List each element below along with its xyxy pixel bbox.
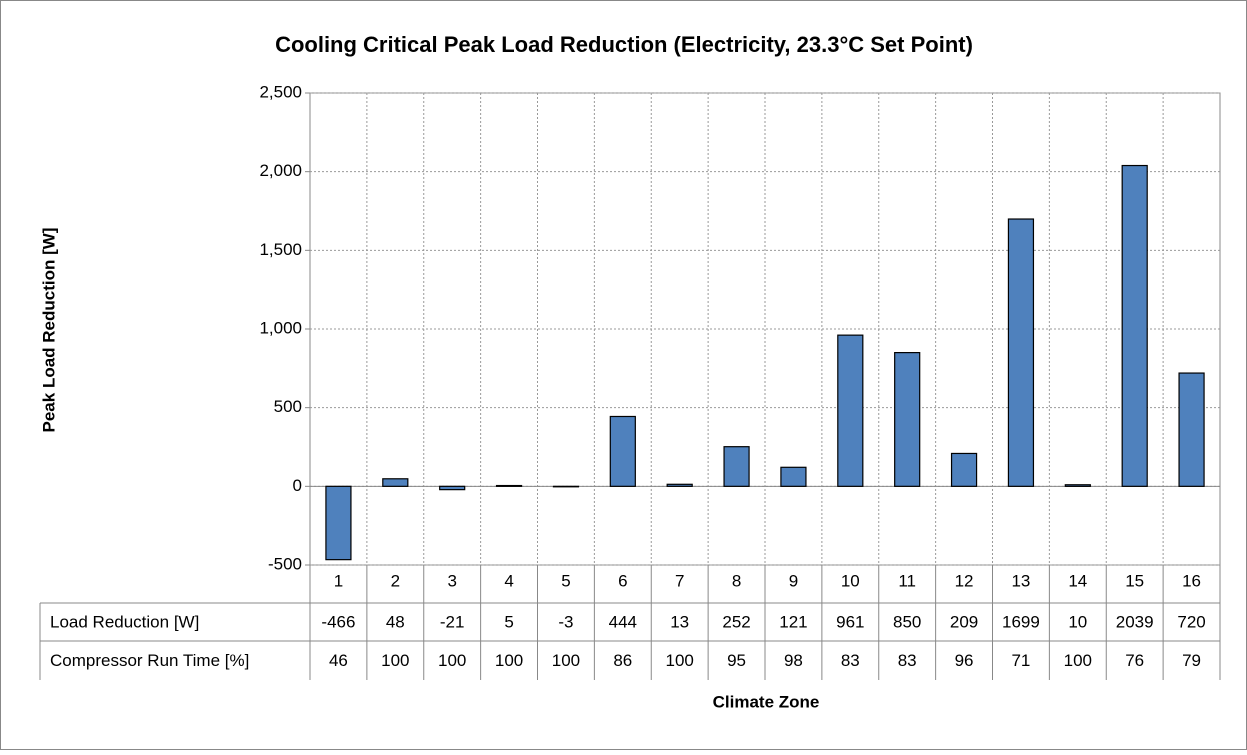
bar [838, 335, 863, 486]
x-tick-label: 3 [447, 571, 456, 590]
table-cell: 10 [1068, 612, 1087, 631]
table-row-label: Load Reduction [W] [50, 612, 199, 631]
table-cell: 252 [722, 612, 750, 631]
table-cell: 1699 [1002, 612, 1040, 631]
table-cell: 100 [495, 651, 523, 670]
table-cell: -466 [321, 612, 355, 631]
bar [667, 484, 692, 486]
x-tick-label: 5 [561, 571, 570, 590]
bar [1179, 373, 1204, 486]
table-cell: 46 [329, 651, 348, 670]
bar [610, 416, 635, 486]
table-cell: -3 [558, 612, 573, 631]
x-tick-label: 2 [391, 571, 400, 590]
bar [1065, 485, 1090, 487]
table-cell: 5 [504, 612, 513, 631]
table-cell: 86 [613, 651, 632, 670]
table-cell: 121 [779, 612, 807, 631]
bar [724, 447, 749, 487]
y-tick-label: 500 [274, 397, 302, 416]
x-tick-label: 7 [675, 571, 684, 590]
y-tick-label: 2,500 [259, 82, 302, 101]
x-tick-label: 16 [1182, 571, 1201, 590]
y-axis-label: Peak Load Reduction [W] [39, 228, 58, 433]
table-cell: 444 [609, 612, 637, 631]
table-cell: 98 [784, 651, 803, 670]
bar [440, 486, 465, 489]
x-tick-label: 15 [1125, 571, 1144, 590]
bar [326, 486, 351, 559]
bar [1122, 166, 1147, 487]
table-cell: 961 [836, 612, 864, 631]
bar [781, 467, 806, 486]
chart-title: Cooling Critical Peak Load Reduction (El… [275, 32, 973, 57]
y-tick-label: 0 [293, 476, 302, 495]
table-cell: 850 [893, 612, 921, 631]
bar [497, 486, 522, 487]
table-cell: 100 [381, 651, 409, 670]
table-cell: 83 [898, 651, 917, 670]
x-tick-label: 11 [898, 571, 916, 590]
x-tick-label: 4 [504, 571, 513, 590]
bar [895, 353, 920, 487]
table-row-label: Compressor Run Time [%] [50, 651, 249, 670]
table-cell: 95 [727, 651, 746, 670]
y-tick-label: 1,500 [259, 240, 302, 259]
table-cell: 100 [666, 651, 694, 670]
table-cell: 71 [1011, 651, 1030, 670]
y-tick-label: 2,000 [259, 161, 302, 180]
y-tick-label: 1,000 [259, 318, 302, 337]
x-tick-label: 12 [955, 571, 974, 590]
bar [1008, 219, 1033, 486]
table-cell: 79 [1182, 651, 1201, 670]
table-cell: 209 [950, 612, 978, 631]
bar [383, 479, 408, 487]
table-cell: 83 [841, 651, 860, 670]
y-tick-label: -500 [268, 554, 302, 573]
table-cell: 720 [1177, 612, 1205, 631]
table-cell: 2039 [1116, 612, 1154, 631]
table-cell: 100 [438, 651, 466, 670]
table-cell: 13 [670, 612, 689, 631]
x-axis-label: Climate Zone [713, 692, 820, 711]
x-tick-label: 13 [1011, 571, 1030, 590]
table-cell: 100 [552, 651, 580, 670]
table-cell: 96 [955, 651, 974, 670]
x-tick-label: 6 [618, 571, 627, 590]
x-tick-label: 14 [1068, 571, 1087, 590]
table-cell: 76 [1125, 651, 1144, 670]
table-cell: -21 [440, 612, 465, 631]
x-tick-label: 8 [732, 571, 741, 590]
x-tick-label: 1 [334, 571, 343, 590]
x-tick-label: 9 [789, 571, 798, 590]
bar [952, 453, 977, 486]
table-cell: 100 [1064, 651, 1092, 670]
x-tick-label: 10 [841, 571, 860, 590]
table-cell: 48 [386, 612, 405, 631]
